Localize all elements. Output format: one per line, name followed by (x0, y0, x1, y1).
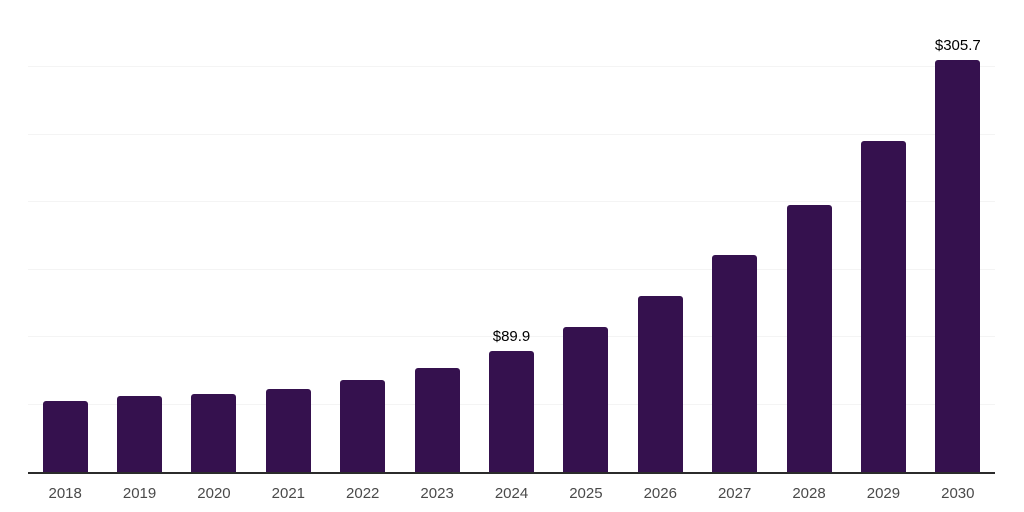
x-tick-label-2029: 2029 (866, 485, 901, 502)
bar-2025 (563, 326, 609, 472)
bar-2020 (191, 393, 237, 472)
x-tick-label-2020: 2020 (197, 485, 231, 502)
x-tick-label-2023: 2023 (420, 485, 454, 502)
x-tick-label-2021: 2021 (271, 485, 306, 502)
grid-line (28, 201, 995, 203)
bar-2022 (340, 379, 386, 472)
x-tick-label-2018: 2018 (48, 485, 82, 502)
bar-2021 (265, 388, 311, 472)
bar-value-label-2030: $305.7 (934, 36, 981, 54)
x-tick-label-2019: 2019 (122, 485, 157, 502)
bar-2030 (935, 59, 981, 472)
grid-line (28, 268, 995, 270)
x-tick-label-2022: 2022 (346, 485, 380, 502)
x-tick-label-2027: 2027 (717, 485, 752, 502)
x-tick-label-2030: 2030 (941, 485, 975, 502)
grid-line (28, 336, 995, 338)
x-tick-label-2026: 2026 (643, 485, 677, 502)
bar-2027 (712, 254, 758, 472)
x-tick-label-2028: 2028 (792, 485, 826, 502)
bar-2028 (786, 204, 832, 472)
bar-2024 (489, 350, 534, 472)
bar-2029 (860, 140, 906, 472)
plot-area: $89.9 $305.7 (28, 0, 995, 474)
x-tick-label-2025: 2025 (569, 485, 603, 502)
bar-2026 (637, 296, 683, 472)
x-tick-label-2024: 2024 (494, 485, 529, 502)
bar-2019 (117, 395, 163, 472)
grid-line (28, 133, 995, 135)
bar-value-label-2024: $89.9 (492, 327, 531, 345)
grid-line (28, 66, 995, 68)
bar-2023 (414, 367, 460, 472)
x-axis: 2018 2019 2020 2021 2022 2023 2024 2025 2026 2027… (28, 474, 995, 512)
bar-2018 (42, 401, 88, 472)
